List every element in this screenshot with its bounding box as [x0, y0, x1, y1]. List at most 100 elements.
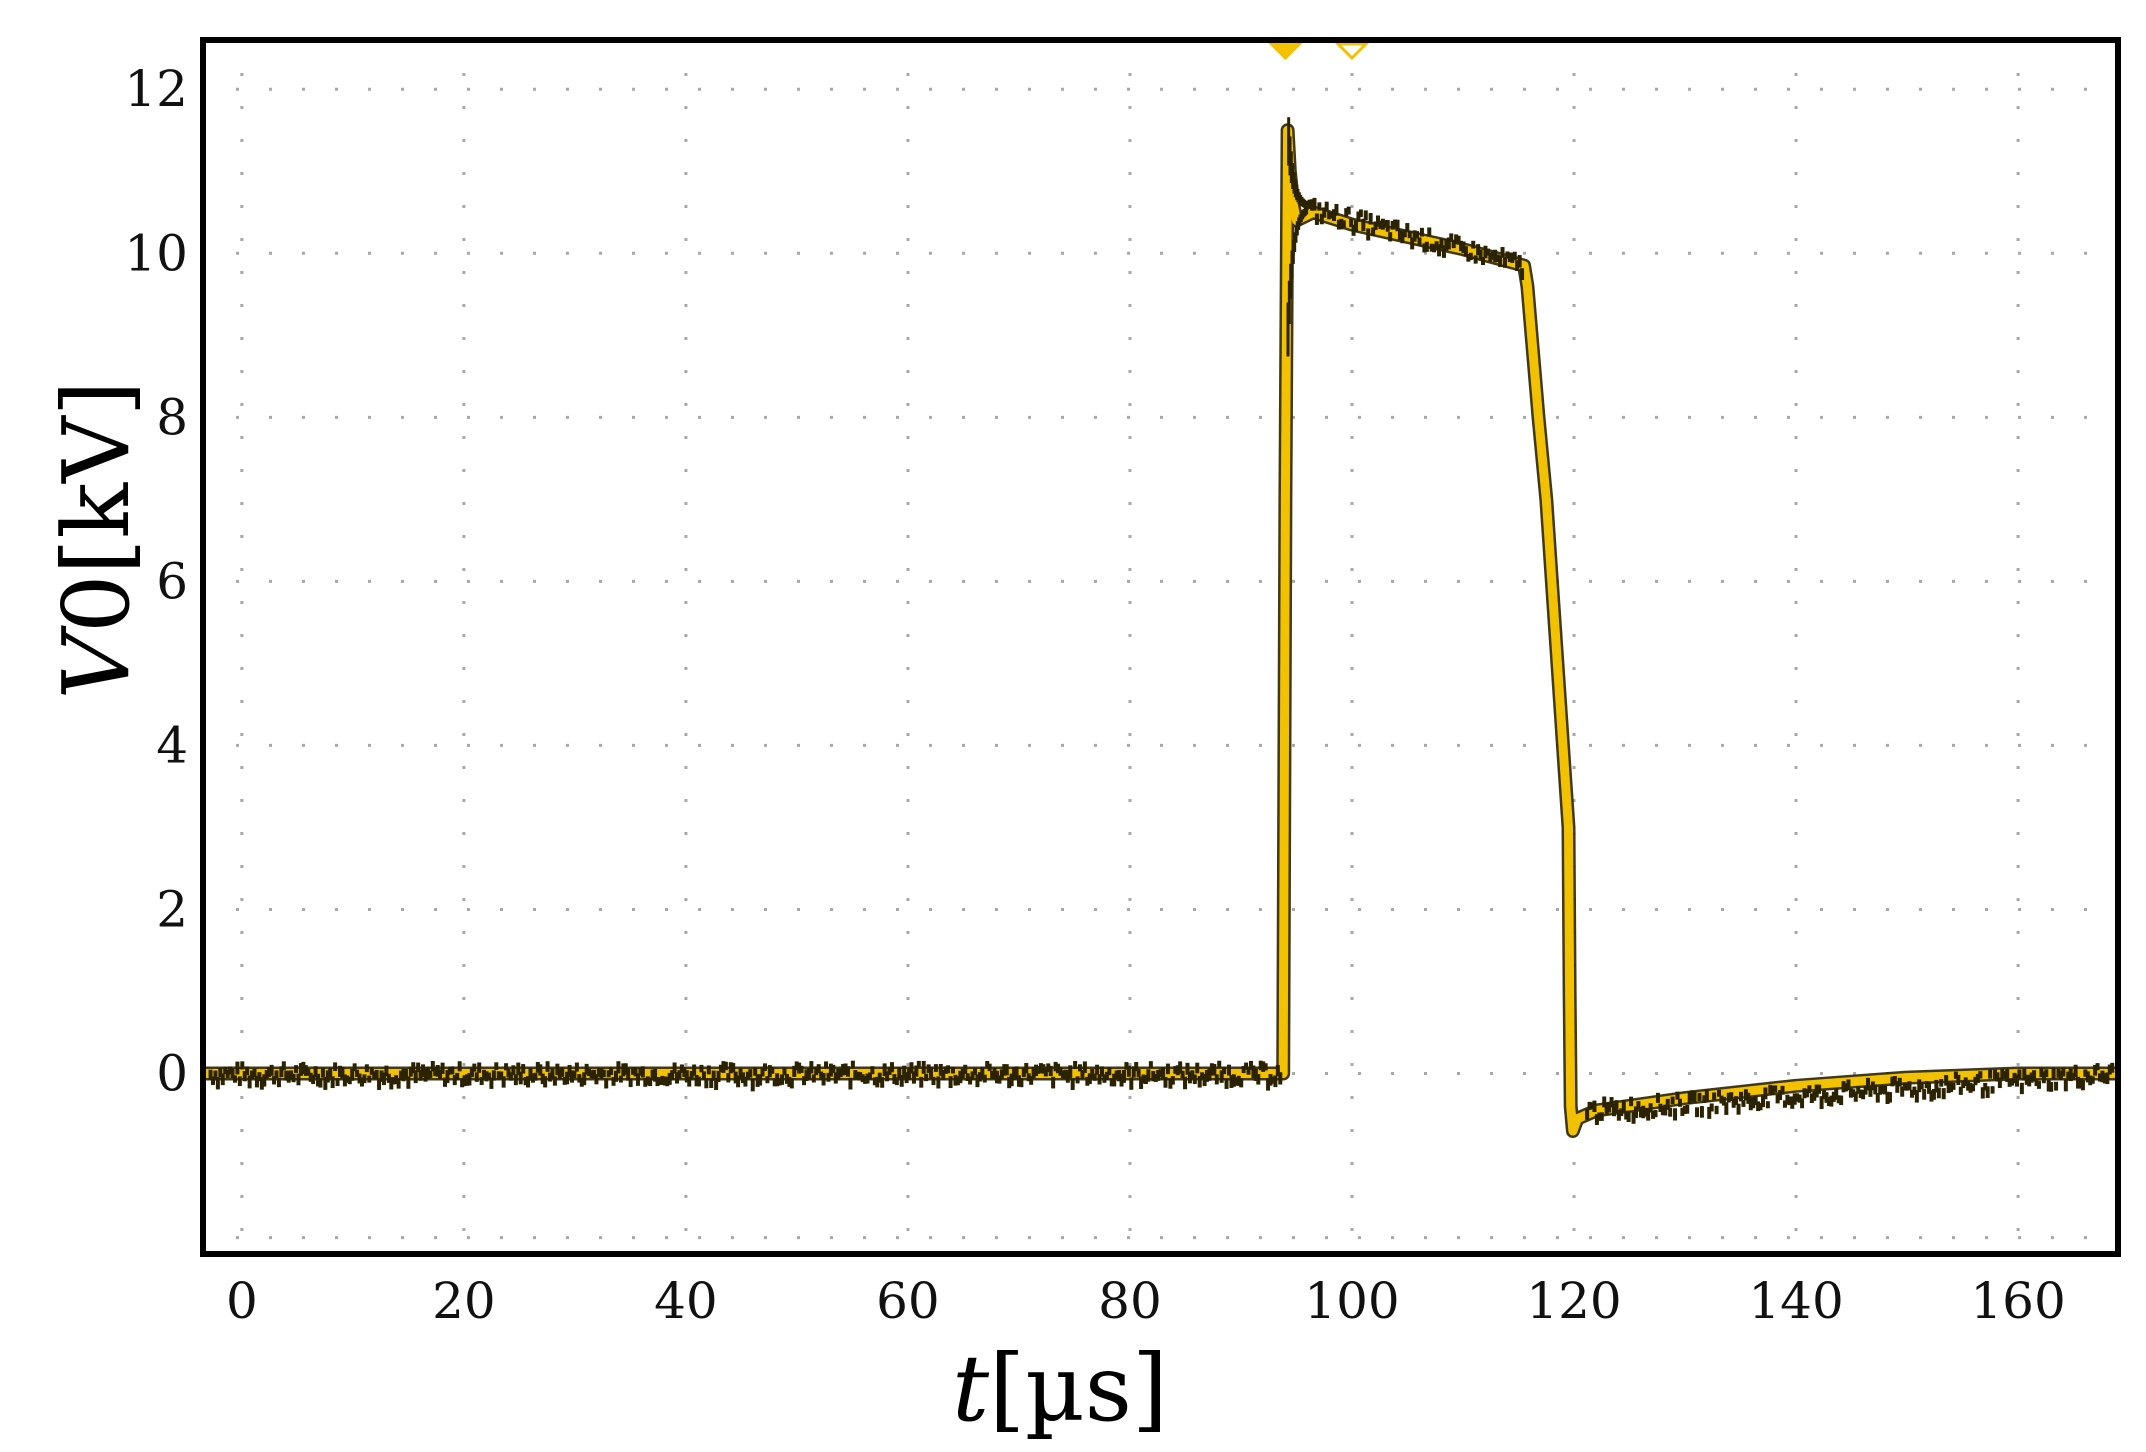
noise-speck	[941, 1070, 946, 1081]
noise-speck	[2014, 1074, 2019, 1087]
noise-speck	[2056, 1068, 2061, 1078]
noise-speck	[303, 1065, 308, 1076]
noise-speck	[1719, 1095, 1724, 1104]
noise-speck	[1273, 1075, 1278, 1088]
noise-speck	[728, 1062, 733, 1074]
noise-speck	[1156, 1069, 1161, 1081]
noise-speck	[1139, 1076, 1144, 1089]
noise-speck	[301, 1061, 306, 1074]
noise-speck	[269, 1064, 274, 1076]
noise-speck	[933, 1064, 938, 1072]
noise-speck	[1834, 1087, 1839, 1100]
noise-speck	[335, 1078, 340, 1087]
x-tick-label: 40	[654, 1272, 718, 1330]
noise-speck	[1763, 1087, 1768, 1100]
noise-speck	[328, 1067, 333, 1078]
noise-speck	[970, 1071, 975, 1081]
noise-speck	[2024, 1074, 2029, 1085]
noise-speck	[958, 1070, 963, 1084]
noise-speck	[877, 1072, 882, 1083]
noise-speck	[667, 1072, 672, 1085]
noise-speck	[606, 1070, 611, 1078]
noise-speck	[1493, 249, 1498, 263]
noise-speck	[1624, 1110, 1629, 1120]
noise-speck	[2054, 1081, 2059, 1091]
noise-speck	[435, 1065, 440, 1077]
noise-speck	[596, 1068, 601, 1077]
noise-speck	[1795, 1093, 1800, 1102]
noise-speck	[230, 1068, 235, 1079]
noise-speck	[1643, 1107, 1648, 1117]
noise-speck	[1770, 1085, 1775, 1095]
noise-speck	[1427, 227, 1432, 237]
noise-speck	[359, 1077, 364, 1087]
noise-speck	[704, 1078, 709, 1089]
noise-speck	[1787, 1096, 1792, 1106]
noise-speck	[782, 1067, 787, 1076]
noise-speck	[1856, 1085, 1861, 1094]
noise-speck	[545, 1061, 550, 1072]
noise-speck	[1014, 1066, 1019, 1079]
noise-speck	[794, 1061, 799, 1071]
noise-speck	[1841, 1081, 1846, 1093]
noise-speck	[245, 1066, 250, 1076]
noise-speck	[1895, 1081, 1900, 1093]
y-axis-subscript: 0	[43, 574, 150, 633]
noise-speck	[369, 1067, 374, 1075]
noise-speck	[2019, 1082, 2024, 1095]
noise-speck	[946, 1065, 951, 1074]
noise-speck	[1651, 1110, 1656, 1119]
noise-speck	[2102, 1072, 2107, 1084]
noise-speck	[1405, 223, 1410, 232]
noise-speck	[1366, 228, 1371, 241]
noise-speck	[1334, 203, 1339, 216]
noise-speck	[1473, 255, 1478, 264]
noise-speck	[1092, 1073, 1097, 1081]
noise-speck	[1478, 249, 1483, 260]
noise-speck	[384, 1065, 389, 1077]
noise-speck	[1782, 1100, 1787, 1108]
noise-speck	[992, 1068, 997, 1079]
noise-speck	[689, 1070, 694, 1080]
noise-speck	[1971, 1084, 1976, 1092]
noise-speck	[902, 1065, 907, 1078]
noise-speck	[1041, 1064, 1046, 1074]
noise-speck	[1278, 1072, 1283, 1085]
noise-speck	[355, 1069, 360, 1077]
noise-speck	[1141, 1074, 1146, 1084]
noise-speck	[1209, 1063, 1214, 1076]
x-tick-label: 80	[1098, 1272, 1162, 1330]
noise-speck	[1483, 245, 1488, 259]
noise-speck	[372, 1071, 377, 1079]
noise-speck	[2002, 1071, 2007, 1080]
noise-speck	[2100, 1070, 2105, 1083]
noise-speck	[1997, 1077, 2002, 1089]
noise-speck	[530, 1073, 535, 1083]
noise-speck	[1648, 1103, 1653, 1113]
noise-speck	[504, 1063, 509, 1071]
noise-speck	[1660, 1105, 1665, 1116]
noise-speck	[1251, 1065, 1256, 1078]
noise-speck	[797, 1062, 802, 1074]
noise-speck	[1353, 220, 1358, 233]
noise-speck	[1060, 1070, 1065, 1079]
noise-speck	[1383, 220, 1388, 228]
noise-speck	[1395, 219, 1400, 232]
noise-speck	[1358, 209, 1363, 218]
noise-speck	[662, 1076, 667, 1086]
noise-speck	[1109, 1078, 1114, 1087]
noise-speck	[2066, 1071, 2071, 1081]
noise-speck	[464, 1074, 469, 1086]
x-tick-labels: 0 20 40 60 80 100 120 140 160	[226, 1272, 2066, 1330]
y-tick-label: 8	[156, 388, 188, 446]
noise-speck	[362, 1074, 367, 1084]
noise-speck	[1192, 1074, 1197, 1085]
noise-speck	[418, 1069, 423, 1081]
noise-speck	[1307, 199, 1312, 209]
noise-speck	[1714, 1105, 1719, 1115]
ringing-speck	[1305, 201, 1309, 209]
noise-speck	[1161, 1066, 1166, 1080]
noise-speck	[1865, 1077, 1870, 1091]
noise-speck	[1887, 1092, 1892, 1103]
noise-speck	[272, 1076, 277, 1085]
